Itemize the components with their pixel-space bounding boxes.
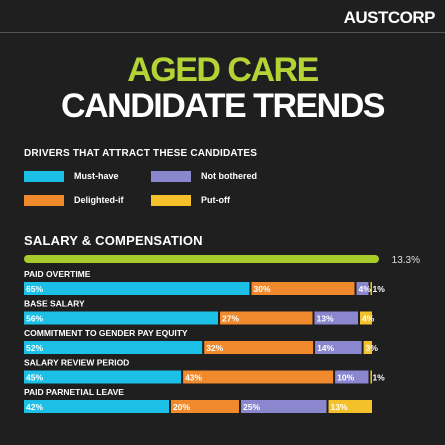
bar-value-label: 4% bbox=[362, 314, 375, 324]
bar-segment bbox=[24, 370, 182, 384]
summary-bar bbox=[24, 255, 379, 263]
bar-segment bbox=[171, 400, 239, 413]
legend-swatch-delighted-if bbox=[24, 194, 64, 206]
bar-segment bbox=[360, 311, 372, 325]
summary-label: 13.3% bbox=[392, 255, 420, 266]
bar-value-label: 13% bbox=[331, 402, 348, 412]
legend-label-put-off: Put-off bbox=[201, 195, 230, 205]
legend-swatch-not-bothered bbox=[151, 170, 191, 182]
legend-label-not-bothered: Not bothered bbox=[201, 171, 257, 181]
bar-segment bbox=[328, 400, 372, 413]
legend-swatch-must-have bbox=[24, 170, 64, 182]
legend-item-put-off: Put-off bbox=[151, 194, 230, 206]
legend-swatch-put-off bbox=[151, 194, 191, 206]
legend-item-delighted-if: Delighted-if bbox=[24, 194, 124, 206]
legend-item-must-have: Must-have bbox=[24, 170, 119, 182]
section-title: SALARY & COMPENSATION bbox=[24, 233, 203, 248]
bar-value-label: 32% bbox=[206, 343, 223, 353]
legend-label-delighted-if: Delighted-if bbox=[74, 195, 124, 205]
bar-segment bbox=[315, 341, 362, 354]
bar-value-label: 65% bbox=[26, 284, 43, 294]
bar-value-label: 30% bbox=[254, 284, 271, 294]
bar-segment bbox=[370, 370, 372, 384]
bar-value-label: 1% bbox=[372, 373, 385, 383]
bar-segment bbox=[183, 370, 334, 384]
category-label: PAID PARNETIAL LEAVE bbox=[24, 387, 124, 397]
category-label: PAID OVERTIME bbox=[24, 269, 91, 279]
bar-value-label: 52% bbox=[26, 343, 43, 353]
bar-segment bbox=[204, 341, 314, 354]
bar-value-label: 20% bbox=[173, 402, 190, 412]
bar-value-label: 27% bbox=[222, 314, 239, 324]
category-label: COMMITMENT TO GENDER PAY EQUITY bbox=[24, 328, 188, 338]
title-line-1: AGED CARE bbox=[127, 51, 319, 89]
legend-item-not-bothered: Not bothered bbox=[151, 170, 257, 182]
brand-logo: AUSTCORP bbox=[343, 8, 436, 27]
bar-segment bbox=[335, 370, 369, 384]
bar-segment bbox=[241, 400, 327, 413]
bar-value-label: 10% bbox=[337, 373, 354, 383]
legend-label-must-have: Must-have bbox=[74, 171, 119, 181]
category-label: BASE SALARY bbox=[24, 299, 85, 309]
bar-segment bbox=[356, 282, 369, 295]
title-line-2: CANDIDATE TRENDS bbox=[61, 87, 385, 125]
bar-segment bbox=[251, 282, 355, 295]
bar-value-label: 45% bbox=[26, 373, 43, 383]
header-divider bbox=[0, 32, 445, 33]
bar-segment bbox=[370, 282, 372, 295]
bar-value-label: 43% bbox=[185, 373, 202, 383]
bar-segment bbox=[24, 400, 169, 413]
drivers-heading: DRIVERS THAT ATTRACT THESE CANDIDATES bbox=[24, 148, 258, 159]
bar-segment bbox=[24, 311, 218, 325]
bar-segment bbox=[363, 341, 372, 354]
bar-value-label: 14% bbox=[317, 343, 334, 353]
bar-value-label: 42% bbox=[26, 402, 43, 412]
bar-value-label: 25% bbox=[243, 402, 260, 412]
bar-value-label: 56% bbox=[26, 314, 43, 324]
legend: Must-have Not bothered Delighted-if Put-… bbox=[24, 170, 324, 210]
bar-value-label: 4% bbox=[359, 284, 372, 294]
bar-value-label: 1% bbox=[373, 284, 386, 294]
bar-segment bbox=[314, 311, 358, 325]
bar-segment bbox=[220, 311, 313, 325]
bar-value-label: 3% bbox=[366, 343, 379, 353]
category-label: SALARY REVIEW PERIOD bbox=[24, 358, 129, 368]
bar-value-label: 13% bbox=[317, 314, 334, 324]
bar-segment bbox=[24, 282, 250, 295]
bar-segment bbox=[24, 341, 203, 354]
